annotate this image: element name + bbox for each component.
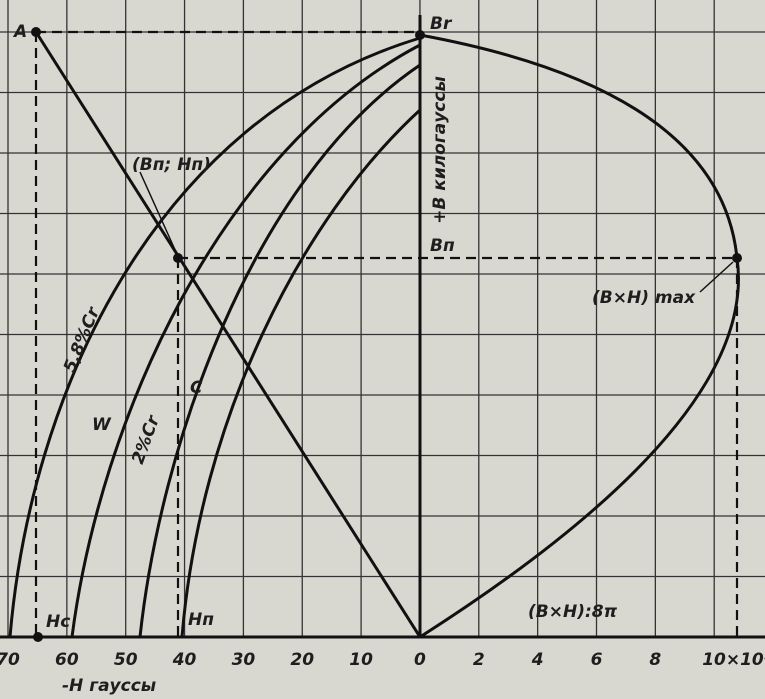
x-tick-label: 10×10³ <box>702 650 765 670</box>
leader-lines <box>139 171 734 293</box>
x-tick-label: 10 <box>349 650 373 670</box>
label: Hc <box>46 612 70 632</box>
x-tick-label: 8 <box>649 650 661 670</box>
load-line <box>34 31 422 638</box>
point-bh-max <box>732 253 742 263</box>
curve-2-cr <box>138 63 421 638</box>
curve-label: W <box>92 415 112 435</box>
point-hc <box>33 632 43 642</box>
label: (B×H):8π <box>528 602 618 622</box>
x-tick-label: 70 <box>0 650 20 670</box>
x-ticks: 70 60 50 40 30 20 10 0 2 4 6 8 10×10³ <box>0 650 765 670</box>
label: (Bп; Hп) <box>132 155 211 175</box>
x-tick-label: 6 <box>591 650 603 670</box>
curve-5-8-cr <box>8 36 421 638</box>
point-a <box>31 27 41 37</box>
label: Br <box>430 14 453 34</box>
axis-title: +B килогауссы <box>430 76 450 224</box>
x-tick-label: 30 <box>232 650 256 670</box>
point-bn-hn <box>173 253 183 263</box>
x-tick-label: 20 <box>290 650 314 670</box>
label: Bп <box>430 236 455 256</box>
label: Hп <box>188 610 214 630</box>
curve-label: C <box>190 378 203 398</box>
axis-title: -H гауссы <box>62 676 156 696</box>
curve-w <box>70 43 421 638</box>
label: A <box>12 22 27 42</box>
x-tick-label: 4 <box>531 650 544 670</box>
x-tick-label: 50 <box>114 650 138 670</box>
point-br <box>415 30 425 40</box>
x-tick-label: 60 <box>55 650 79 670</box>
dashed-guides <box>34 30 739 637</box>
x-tick-label: 2 <box>473 650 485 670</box>
label: (B×H) max <box>592 288 696 308</box>
curve-c <box>180 108 422 638</box>
x-tick-label: 0 <box>414 650 426 670</box>
x-tick-label: 40 <box>172 650 197 670</box>
